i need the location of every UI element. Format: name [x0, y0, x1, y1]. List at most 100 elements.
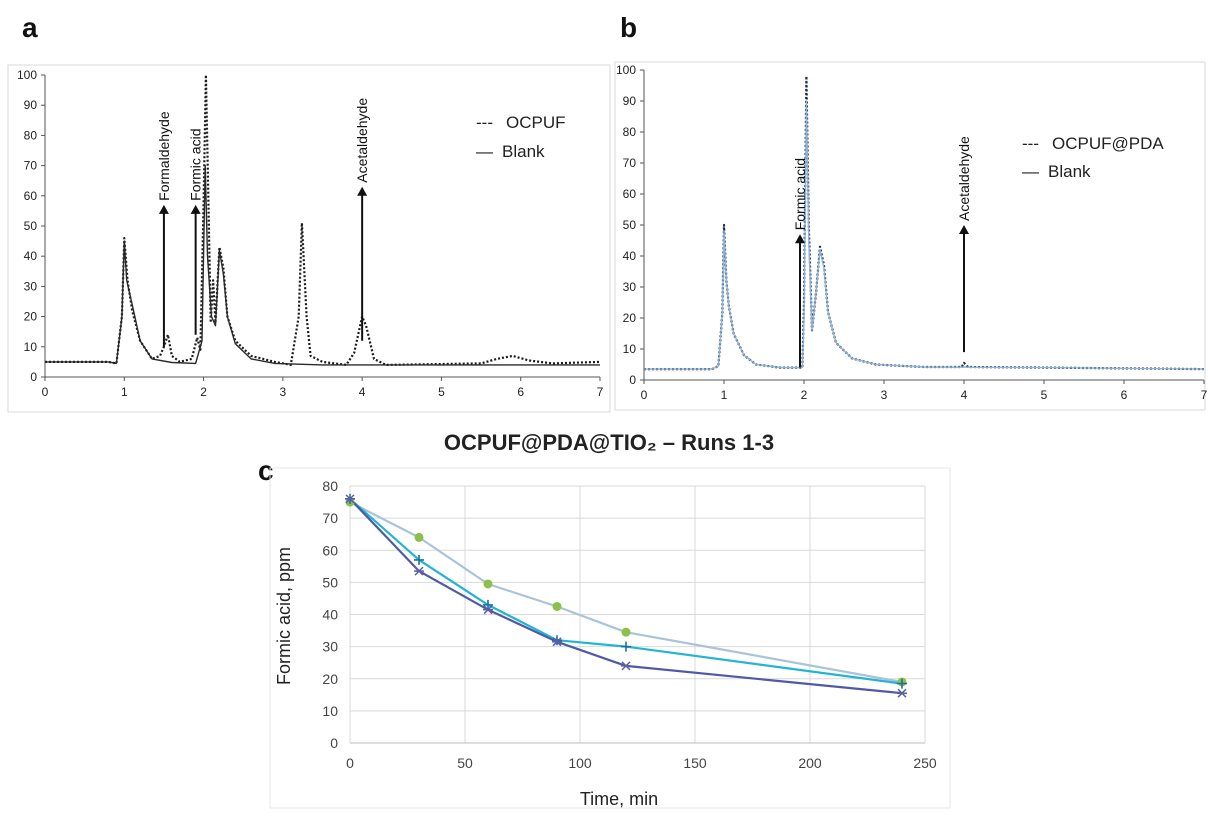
chart-b-y-tick-label: 100 [616, 63, 636, 77]
panel-label-b: b [620, 12, 637, 43]
chart-c-series-3-point [552, 637, 562, 647]
chart-c-x-tick-label: 250 [913, 755, 937, 771]
chart-a-annotation-arrowhead [158, 204, 169, 214]
chart-c-xlabel: Time, min [580, 789, 658, 809]
chart-a-y-tick-label: 30 [24, 279, 38, 293]
chart-b-legend-marker: --- [1022, 134, 1039, 153]
chart-c-series-3-point [621, 661, 631, 671]
chart-c-series-2-point [621, 641, 631, 652]
chart-b-x-tick-label: 3 [881, 388, 888, 402]
chart-c-y-tick-label: 50 [322, 574, 338, 590]
chart-b-annotation-arrowhead [959, 225, 969, 234]
chart-b-y-tick-label: 60 [623, 187, 637, 201]
chart-c-ticks: 0 10 20 30 40 50 60 70 80 0 50 100 150 200 250 [322, 478, 936, 771]
chart-c-y-tick-label: 20 [322, 671, 338, 687]
chart-c-series-3-point [897, 688, 907, 698]
chart-b-x-tick-label: 0 [641, 388, 648, 402]
chart-c-series-3-line [349, 498, 903, 695]
chart-c-x-tick-label: 50 [457, 755, 473, 771]
chart-a-y-tick-label: 70 [24, 159, 38, 173]
chart-b-y-tick-label: 20 [623, 311, 637, 325]
chart-c-y-tick-label: 60 [322, 542, 338, 558]
chart-b-series-2-line [644, 100, 1205, 370]
chart-c-series-2-point [552, 635, 562, 646]
panel-label-c: c [258, 455, 274, 486]
chart-c-x-tick-label: 0 [346, 755, 354, 771]
chart-a-y-tick-label: 10 [24, 340, 38, 354]
chart-b-y-tick-label: 0 [629, 373, 636, 387]
chart-b-y-tick-label: 70 [623, 156, 637, 170]
chart-c-y-tick-label: 30 [322, 639, 338, 655]
chart-a-annotation-label: Acetaldehyde [354, 98, 370, 183]
chart-b-axes [640, 69, 1205, 384]
chart-c-y-tick-label: 0 [330, 735, 338, 751]
chart-a-annotation-label: Formic acid [188, 129, 204, 201]
chart-a-y-tick-label: 80 [24, 128, 38, 142]
chart-c-series-1-point [552, 601, 562, 611]
chart-c-grid [349, 485, 926, 744]
chart-c-x-tick-label: 200 [798, 755, 822, 771]
chart-b-y-tick-label: 50 [623, 218, 637, 232]
chart-c-series [349, 498, 903, 695]
chart-b-y-tick-label: 40 [623, 249, 637, 263]
chart-b-annotation-arrowhead [795, 234, 805, 244]
chart-c-markers [345, 493, 907, 698]
chart-c-y-tick-label: 40 [322, 607, 338, 623]
chart-a-legend-marker: --- [476, 113, 493, 132]
chart-c-x-tick-label: 100 [568, 755, 592, 771]
chart-b-y-tick-label: 30 [623, 280, 637, 294]
chart-a-y-tick-label: 40 [24, 249, 38, 263]
chart-b-annotations: Formic acid Acetaldehyde [792, 136, 972, 368]
chart-b-series [644, 75, 1205, 371]
chart-b-y-tick-label: 10 [623, 342, 637, 356]
chart-c: OCPUF@PDA@TIO₂ – Runs 1-3 0 10 20 30 40 50 60 7… [269, 430, 951, 809]
chart-c-y-tick-label: 80 [322, 478, 338, 494]
chart-b-legend: --- OCPUF@PDA — Blank [1022, 134, 1164, 181]
chart-b-x-tick-label: 2 [801, 388, 808, 402]
chart-c-series-3-point [345, 494, 355, 504]
chart-a-series-2-line [45, 164, 600, 366]
chart-b-y-tick-label: 80 [623, 125, 637, 139]
chart-a-x-tick-label: 5 [438, 385, 445, 399]
chart-a-y-tick-label: 90 [24, 98, 38, 112]
chart-a-annotation-arrowhead [190, 204, 201, 214]
chart-a-x-tick-label: 0 [42, 385, 49, 399]
chart-b-frame [614, 61, 1206, 411]
chart-b-annotation-label: Acetaldehyde [956, 136, 972, 221]
chart-b-y-tick-label: 90 [623, 94, 637, 108]
chart-c-series-1-point [483, 579, 493, 589]
chart-a-frame [7, 64, 611, 413]
chart-b-x-tick-label: 6 [1121, 388, 1128, 402]
chart-a-x-tick-label: 6 [517, 385, 524, 399]
chart-c-series-3-point [414, 566, 424, 576]
chart-c-title: OCPUF@PDA@TIO₂ – Runs 1-3 [444, 430, 774, 455]
chart-c-frame [269, 467, 951, 809]
chart-b-x-tick-label: 4 [961, 388, 968, 402]
chart-a-series [45, 73, 601, 366]
chart-c-x-tick-label: 150 [683, 755, 707, 771]
chart-c-series-3-point [483, 605, 493, 615]
chart-a-x-tick-label: 3 [280, 385, 287, 399]
chart-a-x-tick-label: 1 [121, 385, 128, 399]
chart-c-series-2-point [897, 678, 907, 689]
chart-b-legend-marker: — [1022, 162, 1039, 181]
chart-a-annotation-arrowhead [357, 186, 368, 196]
chart-a-y-tick-label: 100 [17, 68, 37, 82]
chart-a-annotation-label: Formaldehyde [156, 111, 172, 201]
chart-b-legend-label: OCPUF@PDA [1052, 134, 1164, 153]
chart-a-x-tick-label: 4 [359, 385, 366, 399]
chart-b-legend-label: Blank [1048, 162, 1091, 181]
chart-b-x-tick-label: 7 [1201, 388, 1208, 402]
chart-b-x-tick-label: 1 [721, 388, 728, 402]
chart-a-y-tick-label: 60 [24, 189, 38, 203]
panel-label-a: a [22, 12, 38, 43]
chart-a-legend: --- OCPUF — Blank [476, 113, 566, 161]
chart-a-y-tick-label: 0 [30, 370, 37, 384]
chart-c-series-1-point [414, 532, 424, 542]
chart-a-y-tick-label: 50 [24, 219, 38, 233]
